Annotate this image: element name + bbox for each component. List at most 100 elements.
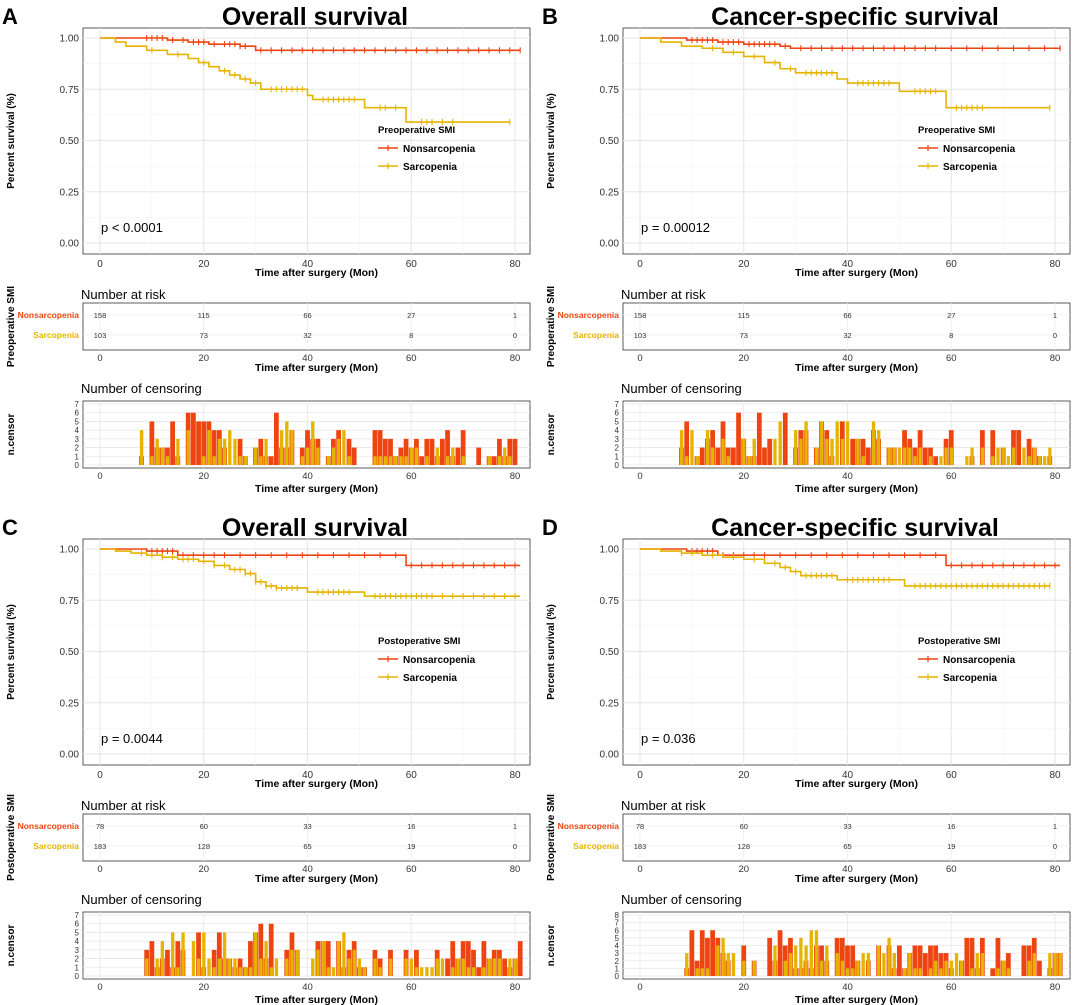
- censor-bar-sarcopenia: [254, 447, 258, 465]
- risk-value: 115: [198, 311, 210, 320]
- risk-value: 19: [947, 842, 955, 851]
- y-tick-label: 0.50: [600, 136, 620, 147]
- censor-bar-sarcopenia: [908, 953, 912, 976]
- censor-bar-sarcopenia: [996, 968, 1000, 976]
- censor-bar-sarcopenia: [856, 438, 860, 465]
- censor-bar-sarcopenia: [176, 967, 180, 976]
- panel-title: Overall survival: [222, 514, 408, 542]
- x-tick-label: 80: [510, 982, 521, 993]
- censor-bar-nonsarcopenia: [149, 941, 155, 976]
- censor-bar-nonsarcopenia: [979, 430, 985, 465]
- y-tick-label: 0.50: [600, 647, 620, 658]
- censor-bar-sarcopenia: [871, 421, 876, 465]
- censor-bar-sarcopenia: [778, 421, 782, 465]
- y-tick-label: 6: [75, 409, 80, 418]
- censor-bar-sarcopenia: [497, 958, 502, 976]
- censor-bar-sarcopenia: [1001, 960, 1005, 976]
- censor-bar-sarcopenia: [409, 447, 414, 465]
- censor-bar-sarcopenia: [145, 958, 149, 976]
- censor-bar-sarcopenia: [508, 958, 512, 976]
- y-tick-label: 0: [615, 461, 620, 470]
- x-tick-label: 80: [510, 353, 521, 364]
- y-tick-label: 0.75: [60, 596, 80, 607]
- x-axis-title: Time after surgery (Mon): [795, 362, 918, 374]
- x-tick-label: 80: [1050, 353, 1061, 364]
- panel-letter: D: [542, 515, 558, 540]
- censor-bar-nonsarcopenia: [730, 447, 736, 465]
- legend-title: Preoperative SMI: [918, 125, 995, 136]
- censor-bar-nonsarcopenia: [736, 412, 741, 465]
- panel-letter: B: [542, 4, 558, 29]
- risk-value: 33: [303, 822, 311, 831]
- censor-bar-nonsarcopenia: [471, 949, 476, 976]
- censor-bar-sarcopenia: [830, 438, 834, 465]
- x-tick-label: 0: [97, 770, 103, 781]
- censor-bar-sarcopenia: [695, 456, 699, 465]
- censor-bar-sarcopenia: [835, 421, 839, 465]
- risk-value: 19: [407, 842, 415, 851]
- risk-title: Number at risk: [81, 287, 166, 302]
- censor-bar-sarcopenia: [155, 438, 159, 465]
- censor-bar-sarcopenia: [887, 937, 891, 976]
- censor-bar-sarcopenia: [804, 945, 808, 976]
- censor-bar-sarcopenia: [814, 447, 819, 465]
- risk-title: Number at risk: [81, 798, 166, 813]
- censor-title: Number of censoring: [621, 892, 742, 907]
- legend-label: Nonsarcopenia: [943, 144, 1016, 155]
- censor-bar-sarcopenia: [352, 949, 356, 976]
- censor-bar-nonsarcopenia: [268, 923, 274, 976]
- risk-y-title: Preoperative SMI: [6, 286, 17, 367]
- y-tick-label: 6: [75, 920, 80, 929]
- censor-bar-sarcopenia: [918, 447, 922, 465]
- risk-row-label: Nonsarcopenia: [18, 310, 80, 320]
- censor-bar-sarcopenia: [305, 447, 310, 465]
- censor-bar-sarcopenia: [794, 945, 798, 976]
- censor-bar-nonsarcopenia: [258, 923, 264, 976]
- censor-bar-sarcopenia: [809, 930, 813, 976]
- censor-bar-sarcopenia: [212, 456, 216, 465]
- censor-bar-sarcopenia: [248, 967, 253, 976]
- censor-bar-sarcopenia: [285, 958, 289, 976]
- censor-bar-nonsarcopenia: [902, 430, 907, 465]
- censor-bar-nonsarcopenia: [1005, 953, 1011, 976]
- risk-row-label: Nonsarcopenia: [558, 310, 620, 320]
- censor-bar-sarcopenia: [461, 958, 465, 976]
- y-tick-label: 0.50: [60, 136, 80, 147]
- y-tick-label: 2: [75, 444, 80, 453]
- censor-bar-nonsarcopenia: [1026, 438, 1032, 465]
- legend-title: Postoperative SMI: [918, 636, 1000, 647]
- risk-value: 103: [634, 331, 647, 340]
- censor-bar-nonsarcopenia: [922, 447, 928, 465]
- censor-bar-sarcopenia: [394, 456, 398, 465]
- censor-bar-sarcopenia: [311, 421, 315, 465]
- censor-bar-sarcopenia: [944, 960, 948, 976]
- censor-bar-nonsarcopenia: [445, 958, 450, 976]
- x-tick-label: 80: [1049, 259, 1061, 270]
- risk-value: 0: [513, 842, 517, 851]
- censor-bar-nonsarcopenia: [689, 930, 695, 976]
- y-tick-label: 1: [75, 452, 80, 461]
- censor-bar-nonsarcopenia: [699, 447, 705, 465]
- censor-bar-nonsarcopenia: [782, 412, 788, 465]
- x-tick-label: 40: [302, 471, 313, 482]
- y-tick-label: 2: [615, 957, 620, 966]
- censor-bar-nonsarcopenia: [507, 438, 513, 465]
- x-tick-label: 80: [510, 864, 521, 875]
- risk-value: 158: [94, 311, 107, 320]
- censor-bar-sarcopenia: [388, 958, 393, 976]
- risk-row-label: Sarcopenia: [573, 841, 619, 851]
- y-tick-label: 2: [615, 444, 620, 453]
- x-tick-label: 0: [637, 259, 643, 270]
- censor-bar-sarcopenia: [383, 456, 388, 465]
- censor-bar-sarcopenia: [414, 447, 419, 465]
- censor-y-title: n.censor: [6, 414, 17, 456]
- censor-bar-sarcopenia: [243, 456, 248, 465]
- censor-bar-nonsarcopenia: [912, 945, 918, 976]
- censor-bar-sarcopenia: [316, 447, 320, 465]
- censor-bar-sarcopenia: [139, 430, 144, 465]
- x-tick-label: 40: [842, 770, 854, 781]
- censor-bar-sarcopenia: [747, 456, 751, 465]
- censor-bar-sarcopenia: [700, 968, 705, 976]
- censor-bar-sarcopenia: [222, 438, 227, 465]
